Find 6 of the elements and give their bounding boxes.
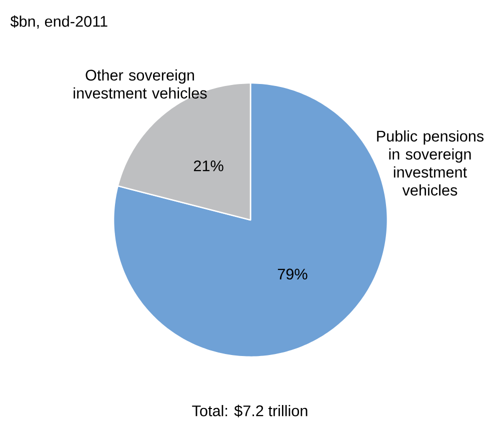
slice-label: Public pensions in sovereign investment vehicles xyxy=(377,130,484,196)
data-label: 21% xyxy=(194,160,224,172)
slice-label: Other sovereign investment vehicles xyxy=(74,69,207,99)
chart-title: $bn, end-2011 xyxy=(10,15,108,29)
data-label: 79% xyxy=(278,268,308,280)
text: Total: $7.2 trillion xyxy=(192,404,308,418)
